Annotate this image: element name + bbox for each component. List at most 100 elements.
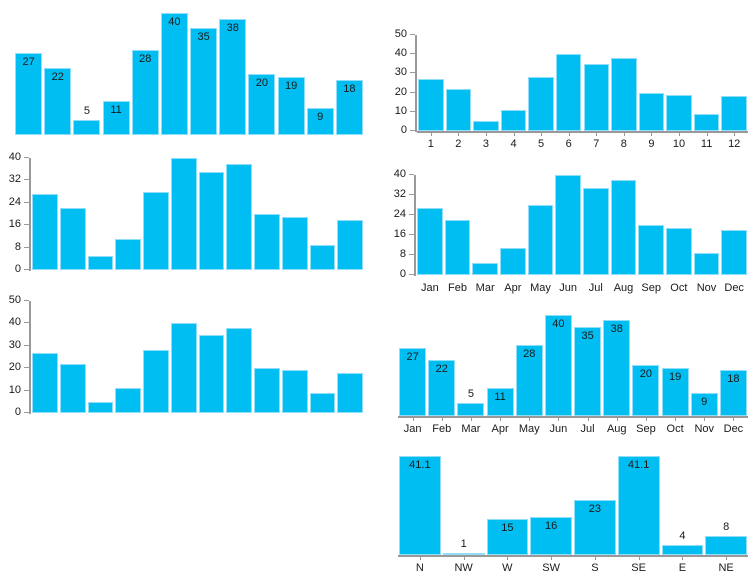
bar-Apr[interactable] [486, 388, 514, 416]
bar-9[interactable] [638, 92, 665, 131]
bar-12[interactable] [721, 96, 747, 131]
data-label: 20 [639, 368, 653, 381]
y-tick-mark [409, 274, 414, 275]
x-tick-label: 12 [728, 138, 741, 150]
bar-11[interactable] [306, 107, 334, 135]
bar-Jan[interactable] [399, 347, 427, 416]
x-tick-label: Aug [606, 423, 627, 435]
bar-Nov[interactable] [690, 393, 718, 416]
bar-N[interactable] [399, 456, 441, 555]
x-tick-label: 6 [565, 138, 572, 150]
bar-9[interactable] [248, 74, 276, 135]
bar-Feb[interactable] [444, 220, 471, 275]
bar-SW[interactable] [530, 516, 572, 555]
bar-Sep[interactable] [638, 225, 664, 275]
bar-7[interactable] [583, 63, 610, 131]
bar-11[interactable] [693, 113, 720, 131]
data-label: 18 [343, 83, 356, 96]
x-tick-mark [568, 133, 570, 136]
bar-Aug[interactable] [603, 319, 631, 416]
bar-Aug[interactable] [610, 180, 637, 275]
bar-11[interactable] [309, 244, 336, 270]
bar-4[interactable] [115, 388, 141, 413]
bar-4[interactable] [102, 101, 130, 135]
bar-Jun[interactable] [544, 314, 572, 416]
bar-W[interactable] [486, 518, 529, 555]
bar-6[interactable] [555, 54, 582, 131]
bar-1[interactable] [32, 352, 58, 413]
bar-NW[interactable] [442, 552, 485, 555]
data-label: 23 [588, 502, 601, 515]
bar-Mar[interactable] [472, 262, 498, 275]
bar-11[interactable] [309, 392, 336, 413]
bar-Nov[interactable] [693, 252, 720, 275]
bar-May[interactable] [527, 205, 554, 275]
x-tick-mark [485, 133, 487, 136]
bar-6[interactable] [170, 323, 197, 413]
y-tick-label: 0 [400, 124, 407, 136]
bar-6[interactable] [170, 158, 197, 270]
bar-May[interactable] [515, 344, 543, 416]
bar-8[interactable] [219, 19, 247, 135]
bar-3[interactable] [87, 256, 114, 270]
bar-Apr[interactable] [500, 247, 526, 275]
bar-4[interactable] [115, 239, 141, 270]
x-axis [398, 555, 748, 557]
x-tick-mark [675, 418, 677, 421]
bar-12[interactable] [337, 219, 363, 270]
bar-SE[interactable] [617, 456, 660, 555]
bar-12[interactable] [335, 80, 363, 135]
bar-E[interactable] [661, 545, 704, 555]
y-tick-mark [24, 201, 29, 203]
bar-2[interactable] [59, 208, 86, 270]
bar-Jun[interactable] [555, 175, 581, 275]
y-tick-mark [24, 300, 29, 301]
bar-Jul[interactable] [574, 327, 602, 416]
bar-Jan[interactable] [417, 207, 443, 275]
bar-4[interactable] [500, 109, 527, 131]
bar-9[interactable] [254, 368, 280, 413]
bar-Oct[interactable] [666, 227, 692, 275]
bar-3[interactable] [73, 119, 101, 135]
bar-5[interactable] [143, 350, 169, 413]
bar-3[interactable] [473, 121, 499, 131]
bar-3[interactable] [87, 401, 114, 413]
bar-1[interactable] [32, 194, 58, 270]
bar-2[interactable] [59, 363, 86, 413]
bar-9[interactable] [254, 214, 280, 270]
bar-NE[interactable] [705, 535, 747, 555]
bar-7[interactable] [198, 334, 225, 413]
y-tick-label: 16 [8, 218, 21, 231]
bar-5[interactable] [528, 77, 554, 131]
y-tick-label: 32 [8, 173, 21, 186]
x-tick-label: Mar [461, 423, 481, 435]
bar-12[interactable] [337, 372, 363, 413]
bar-6[interactable] [160, 13, 188, 135]
y-tick-label: 0 [399, 268, 406, 280]
bar-2[interactable] [44, 67, 72, 135]
bar-7[interactable] [198, 172, 225, 270]
bar-10[interactable] [281, 370, 308, 413]
bar-10[interactable] [281, 216, 308, 270]
bar-2[interactable] [445, 88, 472, 131]
bar-7[interactable] [190, 28, 218, 135]
bar-Oct[interactable] [661, 367, 689, 416]
bar-8[interactable] [226, 163, 252, 270]
x-tick-mark [541, 133, 543, 136]
bar-S[interactable] [574, 499, 616, 555]
bar-Dec[interactable] [721, 230, 747, 275]
bar-5[interactable] [131, 49, 159, 135]
bar-8[interactable] [226, 327, 252, 413]
x-tick-label: Oct [666, 423, 684, 435]
bar-5[interactable] [143, 191, 169, 270]
bar-1[interactable] [418, 79, 444, 131]
bar-Jul[interactable] [583, 187, 609, 275]
bar-Feb[interactable] [428, 360, 456, 416]
bar-8[interactable] [611, 58, 637, 131]
bar-Sep[interactable] [632, 365, 660, 416]
bar-10[interactable] [277, 77, 305, 135]
bar-10[interactable] [666, 94, 692, 131]
bar-Dec[interactable] [719, 370, 747, 416]
bar-Mar[interactable] [457, 403, 485, 416]
bar-1[interactable] [15, 52, 43, 135]
